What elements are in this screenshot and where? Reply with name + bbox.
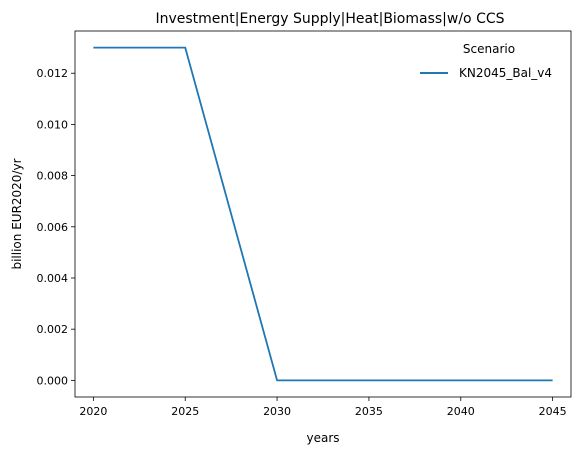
y-tick-label: 0.006 xyxy=(37,221,69,234)
x-tick-label: 2020 xyxy=(79,405,107,418)
plot-area xyxy=(74,30,572,398)
legend-title: Scenario xyxy=(463,42,515,56)
series-line-0 xyxy=(93,46,553,382)
y-tick-label: 0.000 xyxy=(37,374,69,387)
chart-title: Investment|Energy Supply|Heat|Biomass|w/… xyxy=(155,11,504,27)
y-tick-label: 0.012 xyxy=(37,67,69,80)
x-tick-label: 2025 xyxy=(171,405,199,418)
x-tick-label: 2030 xyxy=(263,405,291,418)
y-axis-label: billion EUR2020/yr xyxy=(10,158,24,269)
series-group xyxy=(93,46,553,382)
y-tick-label: 0.008 xyxy=(37,170,69,183)
x-tick-label: 2035 xyxy=(355,405,383,418)
y-tick-label: 0.002 xyxy=(37,323,69,336)
legend: Scenario KN2045_Bal_v4 xyxy=(420,42,552,80)
plot-frame xyxy=(74,30,572,398)
y-tick-label: 0.010 xyxy=(37,118,69,131)
y-tick-label: 0.004 xyxy=(37,272,69,285)
x-axis-label: years xyxy=(306,431,339,445)
x-tick-label: 2045 xyxy=(539,405,567,418)
x-tick-label: 2040 xyxy=(447,405,475,418)
x-axis: 2020 2025 2030 2035 2040 2045 xyxy=(79,397,567,418)
y-axis: 0.000 0.002 0.004 0.006 0.008 0.010 0.012 xyxy=(37,67,75,387)
legend-entry-label: KN2045_Bal_v4 xyxy=(459,66,552,80)
